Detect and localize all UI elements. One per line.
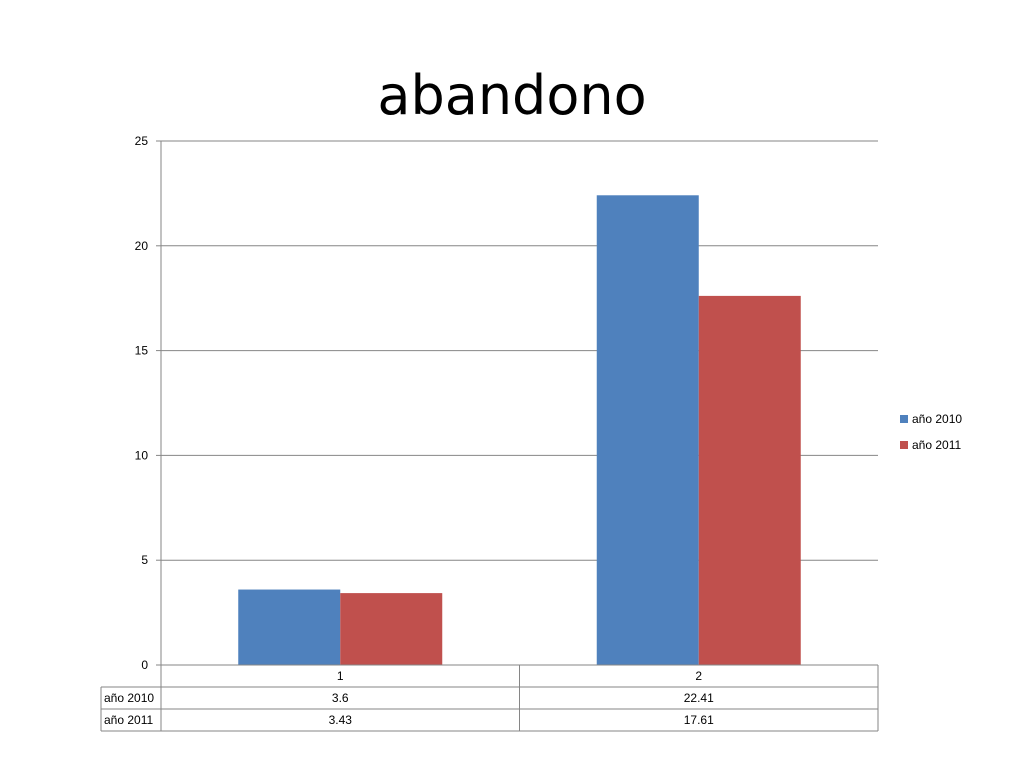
data-label: 3.43: [329, 713, 353, 727]
data-label: 3.6: [332, 691, 349, 705]
data-label: 17.61: [684, 713, 714, 727]
table-row-label: año 2010: [104, 691, 154, 705]
table-row-label: año 2011: [104, 713, 153, 727]
y-tick-label: 25: [135, 134, 149, 148]
y-tick-label: 15: [135, 344, 149, 358]
category-label: 1: [337, 669, 344, 683]
bar: [340, 593, 443, 665]
y-tick-label: 0: [141, 658, 148, 672]
legend-swatch: [900, 415, 908, 423]
category-label: 2: [695, 669, 702, 683]
bar: [596, 195, 699, 665]
y-tick-label: 5: [141, 553, 148, 567]
bar: [698, 295, 801, 665]
legend-label: año 2010: [912, 412, 962, 426]
data-label: 22.41: [684, 691, 714, 705]
bar: [238, 589, 341, 665]
legend-label: año 2011: [912, 438, 961, 452]
chart-title: abandono: [377, 64, 647, 127]
y-tick-label: 10: [135, 448, 149, 462]
legend-swatch: [900, 441, 908, 449]
y-tick-label: 20: [135, 239, 149, 253]
